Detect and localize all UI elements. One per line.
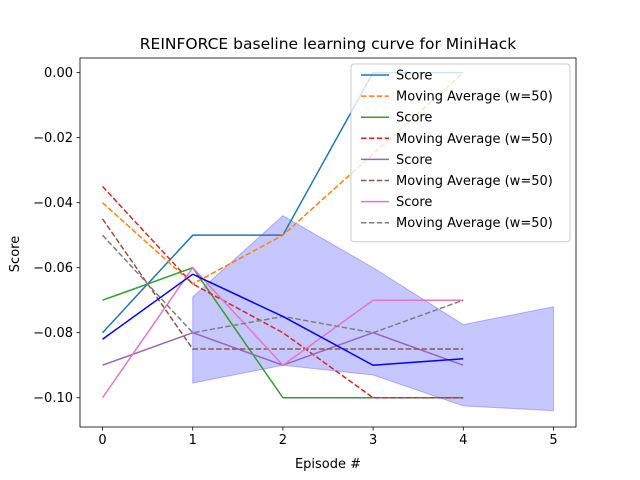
x-axis-label: Episode #	[295, 457, 361, 472]
plot-frame	[79, 57, 577, 428]
x-tick-label: 5	[549, 433, 557, 448]
x-tick-label: 1	[189, 433, 197, 448]
y-tick-label: −0.04	[33, 196, 73, 211]
series-line-2	[102, 72, 464, 285]
confidence-band	[192, 215, 554, 412]
legend-box	[350, 63, 571, 243]
x-tick-label: 3	[369, 433, 377, 448]
chart-title: REINFORCE baseline learning curve for Mi…	[140, 35, 516, 53]
legend: Score Moving Average (w=50) Score Moving Av…	[350, 63, 571, 243]
legend-label-1: Score	[396, 69, 432, 84]
series-line-6	[101, 218, 464, 350]
axes-layer: 0 1 2 3 4 5 0.00 −0.02 −0.04 −0.06 −0.08 −0.10	[33, 57, 577, 448]
y-tick-label: −0.10	[33, 391, 73, 406]
legend-label-7: Score	[396, 195, 432, 210]
x-tick-label: 4	[459, 433, 467, 448]
y-tick-label: −0.02	[33, 131, 73, 146]
y-tick-label: −0.06	[33, 261, 73, 276]
legend-label-2: Moving Average (w=50)	[396, 90, 553, 105]
x-tick-label: 2	[279, 433, 287, 448]
legend-label-3: Score	[396, 111, 432, 126]
y-axis-label: Score	[8, 236, 23, 272]
legend-label-4: Moving Average (w=50)	[396, 132, 553, 147]
mean-line	[102, 273, 464, 366]
series-line-4	[101, 185, 464, 399]
band-layer	[192, 215, 554, 412]
legend-label-8: Moving Average (w=50)	[396, 216, 553, 231]
legend-label-6: Moving Average (w=50)	[396, 174, 553, 189]
series-line-7	[101, 266, 464, 399]
x-tick-label: 0	[98, 433, 106, 448]
y-tick-label: 0.00	[44, 66, 73, 81]
y-tick-label: −0.08	[33, 326, 73, 341]
legend-label-5: Score	[396, 153, 432, 168]
